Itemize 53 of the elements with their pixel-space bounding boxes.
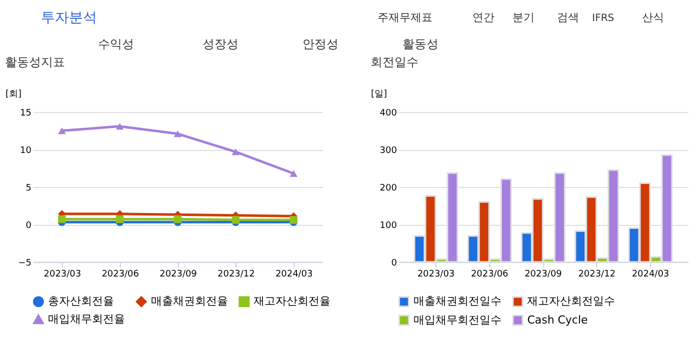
point — [58, 127, 66, 134]
x-tick-label: 2024/03 — [632, 269, 670, 280]
chart-title: 회전일수 — [370, 55, 418, 70]
y-tick-label: 400 — [380, 108, 398, 119]
x-tick-label: 2024/03 — [275, 269, 313, 280]
point — [58, 215, 66, 224]
y-tick-label: 5 — [26, 183, 32, 194]
text: 분기 — [512, 10, 534, 24]
text: 안정성 — [302, 36, 339, 51]
point — [290, 170, 298, 177]
text: 성장성 — [202, 36, 239, 51]
text: 검색 — [557, 10, 580, 24]
legend-label: 재고자산회전일수 — [527, 294, 616, 308]
y-tick-label: 0 — [391, 258, 398, 268]
legend-label: 총자산회전율 — [48, 294, 114, 308]
legend-label: 매출채권회전일수 — [413, 294, 502, 308]
point — [290, 216, 298, 224]
chart-title: 활동성지표 — [4, 55, 65, 70]
legend-label: 매입채무회전일수 — [413, 313, 502, 326]
x-tick-label: 2023/03 — [44, 269, 82, 280]
x-tick-label: 2023/12 — [578, 269, 616, 280]
x-tick-label: 2023/09 — [160, 269, 198, 280]
y-axis-title: [회] — [5, 90, 22, 100]
text: 활동성 — [402, 36, 438, 51]
x-tick-label: 2023/03 — [417, 269, 455, 280]
legend-label: 매출채권회전율 — [150, 294, 228, 308]
point — [174, 215, 182, 224]
point — [232, 216, 240, 224]
point — [116, 215, 124, 224]
y-tick-label: 15 — [20, 108, 32, 119]
y-tick-label: 300 — [380, 146, 398, 156]
text: 수익성 — [98, 36, 134, 51]
text: IFRS — [592, 12, 614, 24]
point — [232, 148, 240, 156]
y-tick-label: 10 — [20, 146, 32, 156]
point — [116, 122, 124, 130]
x-tick-label: 2023/09 — [524, 269, 562, 280]
text: 산식 — [642, 10, 664, 24]
text: 주재무제표 — [377, 10, 432, 24]
point — [174, 130, 182, 138]
y-axis-title: [일] — [370, 90, 387, 100]
text: 투자분석 — [40, 10, 97, 26]
text: 연간 — [472, 10, 494, 24]
x-tick-label: 2023/12 — [218, 269, 255, 280]
y-tick-label: 0 — [26, 220, 32, 231]
legend-label: 재고자산회전율 — [254, 294, 331, 308]
y-tick-label: 100 — [380, 220, 398, 231]
x-tick-label: 2023/06 — [102, 269, 140, 280]
y-tick-label: 200 — [380, 183, 398, 194]
x-tick-label: 2023/06 — [470, 269, 509, 280]
legend-label: Cash Cycle — [527, 313, 588, 326]
y-tick-label: −5 — [18, 258, 32, 268]
legend-label: 매입채무회전율 — [48, 312, 125, 326]
